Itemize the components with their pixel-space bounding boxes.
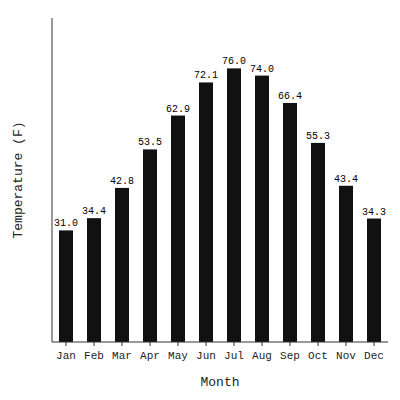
x-tick-label: Jun: [196, 350, 216, 362]
x-tick: [262, 342, 263, 346]
x-tick: [94, 342, 95, 346]
bar: [255, 76, 269, 342]
x-axis-line: [52, 342, 388, 343]
bar: [115, 188, 129, 342]
data-label: 66.4: [278, 91, 302, 102]
y-axis-label: Temperature (F): [11, 121, 26, 238]
data-label: 43.4: [334, 174, 358, 185]
x-tick-label: Jan: [56, 350, 76, 362]
x-tick-label: Oct: [308, 350, 328, 362]
bar: [87, 218, 101, 342]
data-label: 74.0: [250, 64, 274, 75]
chart-svg: Jan Feb Mar Apr May Jun Jul Aug Sep Oct Nov Dec 31.0…: [0, 0, 400, 400]
data-label: 34.3: [362, 207, 386, 218]
data-label: 62.9: [166, 104, 190, 115]
x-tick-label: Dec: [364, 350, 384, 362]
bar: [339, 186, 353, 342]
bar: [59, 230, 73, 342]
data-label: 42.8: [110, 176, 134, 187]
x-tick: [122, 342, 123, 346]
x-tick: [318, 342, 319, 346]
y-axis-line: [52, 18, 53, 342]
x-tick-label: Feb: [84, 350, 104, 362]
x-tick: [290, 342, 291, 346]
x-tick: [66, 342, 67, 346]
data-label: 55.3: [306, 131, 330, 142]
x-tick-label: May: [168, 350, 188, 362]
bar: [171, 116, 185, 342]
x-axis-label: Month: [200, 375, 239, 390]
bar: [283, 103, 297, 342]
x-tick-label: Sep: [280, 350, 300, 362]
x-tick-label: Jul: [224, 350, 244, 362]
bars: [59, 68, 381, 342]
x-tick: [346, 342, 347, 346]
bar: [199, 82, 213, 342]
x-tick-label: Aug: [252, 350, 272, 362]
bar: [367, 219, 381, 342]
x-tick: [206, 342, 207, 346]
x-tick-label: Mar: [112, 350, 132, 362]
data-label: 31.0: [54, 218, 78, 229]
x-tick-label: Nov: [336, 350, 356, 362]
x-tick-label: Apr: [140, 350, 160, 362]
data-label: 76.0: [222, 56, 246, 67]
chart-container: Jan Feb Mar Apr May Jun Jul Aug Sep Oct Nov Dec 31.0…: [0, 0, 400, 400]
bar: [227, 68, 241, 342]
x-tick: [234, 342, 235, 346]
data-label: 34.4: [82, 206, 106, 217]
x-tick: [178, 342, 179, 346]
bar: [311, 143, 325, 342]
bar: [143, 149, 157, 342]
x-tick: [374, 342, 375, 346]
data-label: 72.1: [194, 70, 218, 81]
x-tick: [150, 342, 151, 346]
data-label: 53.5: [138, 137, 162, 148]
